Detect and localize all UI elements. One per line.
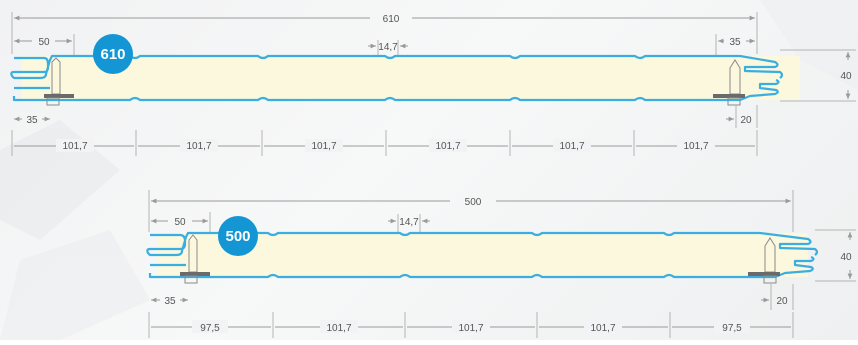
left-lap-label: 50 (174, 217, 186, 228)
overall-width-label: 610 (383, 14, 400, 25)
panel-top-skin (10, 54, 784, 80)
thickness-label: 40 (840, 71, 852, 82)
bottom-left-label: 35 (26, 115, 38, 126)
segment-label: 101,7 (458, 323, 483, 334)
overall-width-label: 500 (465, 197, 482, 208)
segment-dimensions-610: 101,7 101,7 101,7 101,7 101,7 101,7 (11, 130, 758, 156)
segment-label: 101,7 (62, 141, 87, 152)
panel-top-skin (146, 231, 819, 257)
panel-610: 610 50 14,7 35 (10, 12, 856, 156)
segment-label: 97,5 (200, 323, 220, 334)
segment-dimensions-500: 97,5 101,7 101,7 101,7 97,5 (148, 312, 794, 338)
segment-label: 101,7 (590, 323, 615, 334)
right-lap-label: 35 (729, 37, 741, 48)
left-fastener (44, 57, 74, 106)
badge-label: 500 (225, 228, 250, 245)
segment-label: 101,7 (326, 323, 351, 334)
left-lap-label: 50 (38, 37, 50, 48)
segment-label: 97,5 (722, 323, 742, 334)
rib-width-label: 14,7 (399, 217, 419, 228)
panel-core (158, 233, 808, 277)
bottom-right-label: 20 (740, 115, 752, 126)
panel-core (22, 56, 800, 100)
panel-width-badge (93, 34, 133, 74)
left-fastener (180, 234, 210, 284)
panel-500: 500 50 14,7 500 40 35 (146, 190, 856, 338)
segment-label: 101,7 (311, 141, 336, 152)
segment-label: 101,7 (683, 141, 708, 152)
thickness-label: 40 (840, 252, 852, 263)
bottom-right-label: 20 (776, 296, 788, 307)
right-fastener (748, 237, 780, 284)
right-fastener (713, 59, 745, 106)
rib-width-label: 14,7 (378, 42, 398, 53)
badge-label: 610 (100, 46, 125, 63)
bottom-left-label: 35 (164, 296, 176, 307)
panel-bottom-skin (148, 255, 815, 279)
segment-label: 101,7 (559, 141, 584, 152)
panel-width-badge (218, 216, 258, 256)
segment-label: 101,7 (186, 141, 211, 152)
segment-label: 101,7 (435, 141, 460, 152)
panel-bottom-skin (12, 78, 780, 102)
